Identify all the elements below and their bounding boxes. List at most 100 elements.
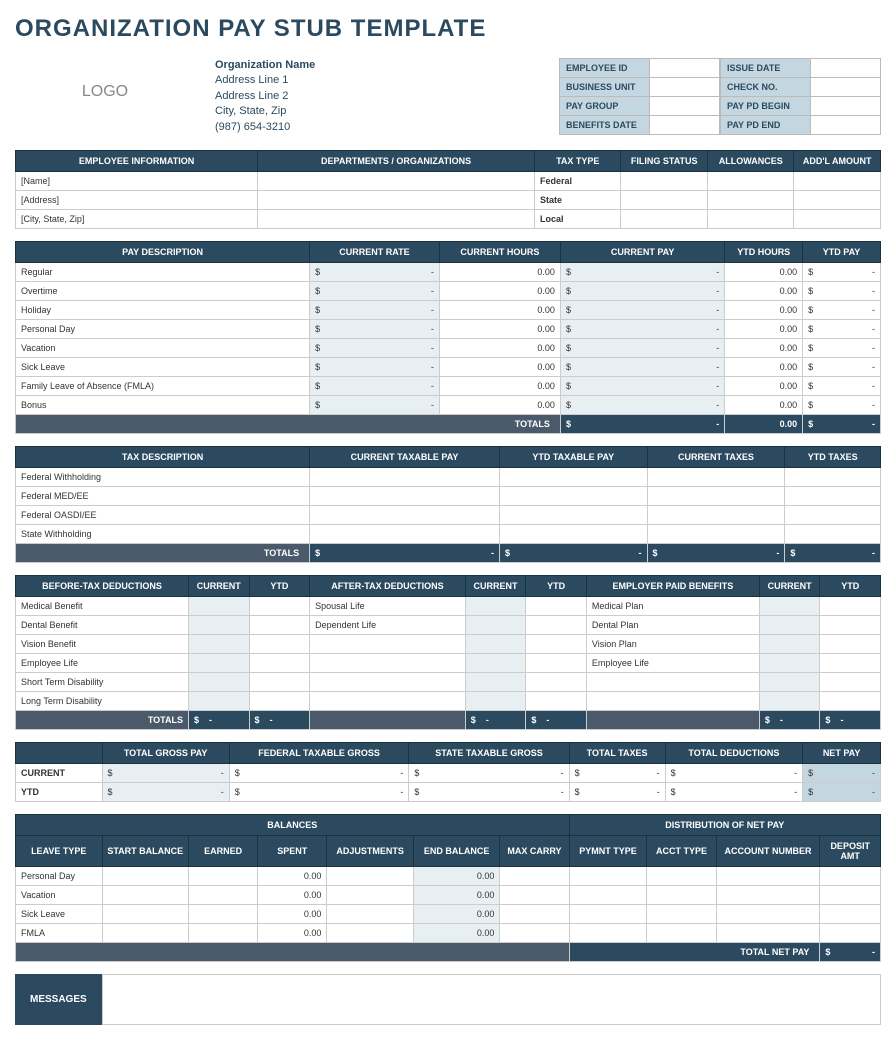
sc4: $- (569, 764, 665, 783)
ytd-hours-header: YTD HOURS (725, 242, 803, 263)
emp-name: [Name] (16, 172, 258, 191)
bal-earned (189, 924, 258, 943)
bal-header: LEAVE TYPE (16, 836, 103, 867)
tax-federal: Federal (534, 172, 621, 191)
tax-c1 (310, 468, 500, 487)
pay-ytdp: $- (803, 301, 881, 320)
page-title: ORGANIZATION PAY STUB TEMPLATE (15, 15, 881, 43)
tax-row-label: Federal Withholding (16, 468, 310, 487)
org-addr2: Address Line 2 (215, 89, 315, 104)
sy5: $- (665, 783, 803, 802)
after-cur (465, 635, 526, 654)
before-label: Employee Life (16, 654, 189, 673)
bus-unit-label: BUSINESS UNIT (560, 78, 650, 97)
bal-end: 0.00 (413, 867, 500, 886)
pay-rate: $- (310, 339, 440, 358)
pay-rate: $- (310, 320, 440, 339)
bal-header: MAX CARRY (500, 836, 569, 867)
after-label (310, 654, 466, 673)
pay-rate: $- (310, 301, 440, 320)
pay-hours: 0.00 (439, 377, 560, 396)
pay-hours: 0.00 (439, 339, 560, 358)
bal-header: END BALANCE (413, 836, 500, 867)
bal-header: DEPOSIT AMT (820, 836, 881, 867)
messages-section: MESSAGES (15, 974, 881, 1025)
ded-t6: $ - (820, 711, 881, 730)
pay-end-label: PAY PD END (721, 116, 811, 135)
sy4: $- (569, 783, 665, 802)
bal-max (500, 867, 569, 886)
before-current-header: CURRENT (189, 576, 250, 597)
bal-atype (647, 886, 716, 905)
after-tax-header: AFTER-TAX DEDUCTIONS (310, 576, 466, 597)
ytd-pay-header: YTD PAY (803, 242, 881, 263)
emp-info-header: EMPLOYEE INFORMATION (16, 151, 258, 172)
pay-row-label: Bonus (16, 396, 310, 415)
tax-totals-label: TOTALS (16, 544, 310, 563)
header-section: LOGO Organization Name Address Line 1 Ad… (15, 58, 881, 135)
bal-max (500, 924, 569, 943)
bal-atype (647, 924, 716, 943)
bal-end: 0.00 (413, 905, 500, 924)
current-rate-header: CURRENT RATE (310, 242, 440, 263)
ded-spacer1 (310, 711, 466, 730)
pay-ytdh: 0.00 (725, 320, 803, 339)
before-cur (189, 673, 250, 692)
pay-end-value (811, 116, 881, 135)
tax-c2 (499, 525, 647, 544)
after-ytd (526, 654, 587, 673)
net-pay-header: NET PAY (803, 743, 881, 764)
tax-c4 (785, 468, 881, 487)
emp-id-label: EMPLOYEE ID (560, 59, 650, 78)
bal-header: EARNED (189, 836, 258, 867)
tax-c1 (310, 506, 500, 525)
emp-cur (759, 597, 820, 616)
pay-description-table: PAY DESCRIPTION CURRENT RATE CURRENT HOU… (15, 241, 881, 434)
bal-earned (189, 905, 258, 924)
sc3: $- (409, 764, 569, 783)
pay-rate: $- (310, 358, 440, 377)
sc5: $- (665, 764, 803, 783)
bal-ptype (569, 867, 647, 886)
deductions-table: BEFORE-TAX DEDUCTIONS CURRENT YTD AFTER-… (15, 575, 881, 730)
leave-type: Vacation (16, 886, 103, 905)
pay-ytdp: $- (803, 320, 881, 339)
tax-c1 (310, 525, 500, 544)
emp-ytd (820, 654, 881, 673)
tax-tot-1: $- (310, 544, 500, 563)
after-ytd (526, 692, 587, 711)
tax-c4 (785, 487, 881, 506)
pay-rate: $- (310, 263, 440, 282)
emp-cur (759, 673, 820, 692)
bal-adj (327, 867, 414, 886)
emp-ytd-header: YTD (820, 576, 881, 597)
after-ytd-header: YTD (526, 576, 587, 597)
org-name: Organization Name (215, 58, 315, 73)
emp-address: [Address] (16, 191, 258, 210)
sc6: $- (803, 764, 881, 783)
employee-info-table: EMPLOYEE INFORMATION DEPARTMENTS / ORGAN… (15, 150, 881, 229)
balances-table: BALANCES DISTRIBUTION OF NET PAY LEAVE T… (15, 814, 881, 962)
after-ytd (526, 597, 587, 616)
emp-label (586, 692, 759, 711)
tax-c3 (647, 468, 785, 487)
emp-cur (759, 616, 820, 635)
pay-group-label: PAY GROUP (560, 97, 650, 116)
before-label: Dental Benefit (16, 616, 189, 635)
tax-c4 (785, 525, 881, 544)
pay-totals-ytdp: $- (803, 415, 881, 434)
bal-end: 0.00 (413, 924, 500, 943)
addl-amount-header: ADD'L AMOUNT (794, 151, 881, 172)
emp-ytd (820, 673, 881, 692)
bal-spent: 0.00 (258, 924, 327, 943)
bal-header: SPENT (258, 836, 327, 867)
before-label: Vision Benefit (16, 635, 189, 654)
state-taxable-header: STATE TAXABLE GROSS (409, 743, 569, 764)
pay-cur: $- (560, 339, 724, 358)
before-cur (189, 654, 250, 673)
bal-atype (647, 867, 716, 886)
before-cur (189, 635, 250, 654)
org-phone: (987) 654-3210 (215, 120, 315, 135)
before-ytd (249, 692, 310, 711)
pay-row-label: Vacation (16, 339, 310, 358)
